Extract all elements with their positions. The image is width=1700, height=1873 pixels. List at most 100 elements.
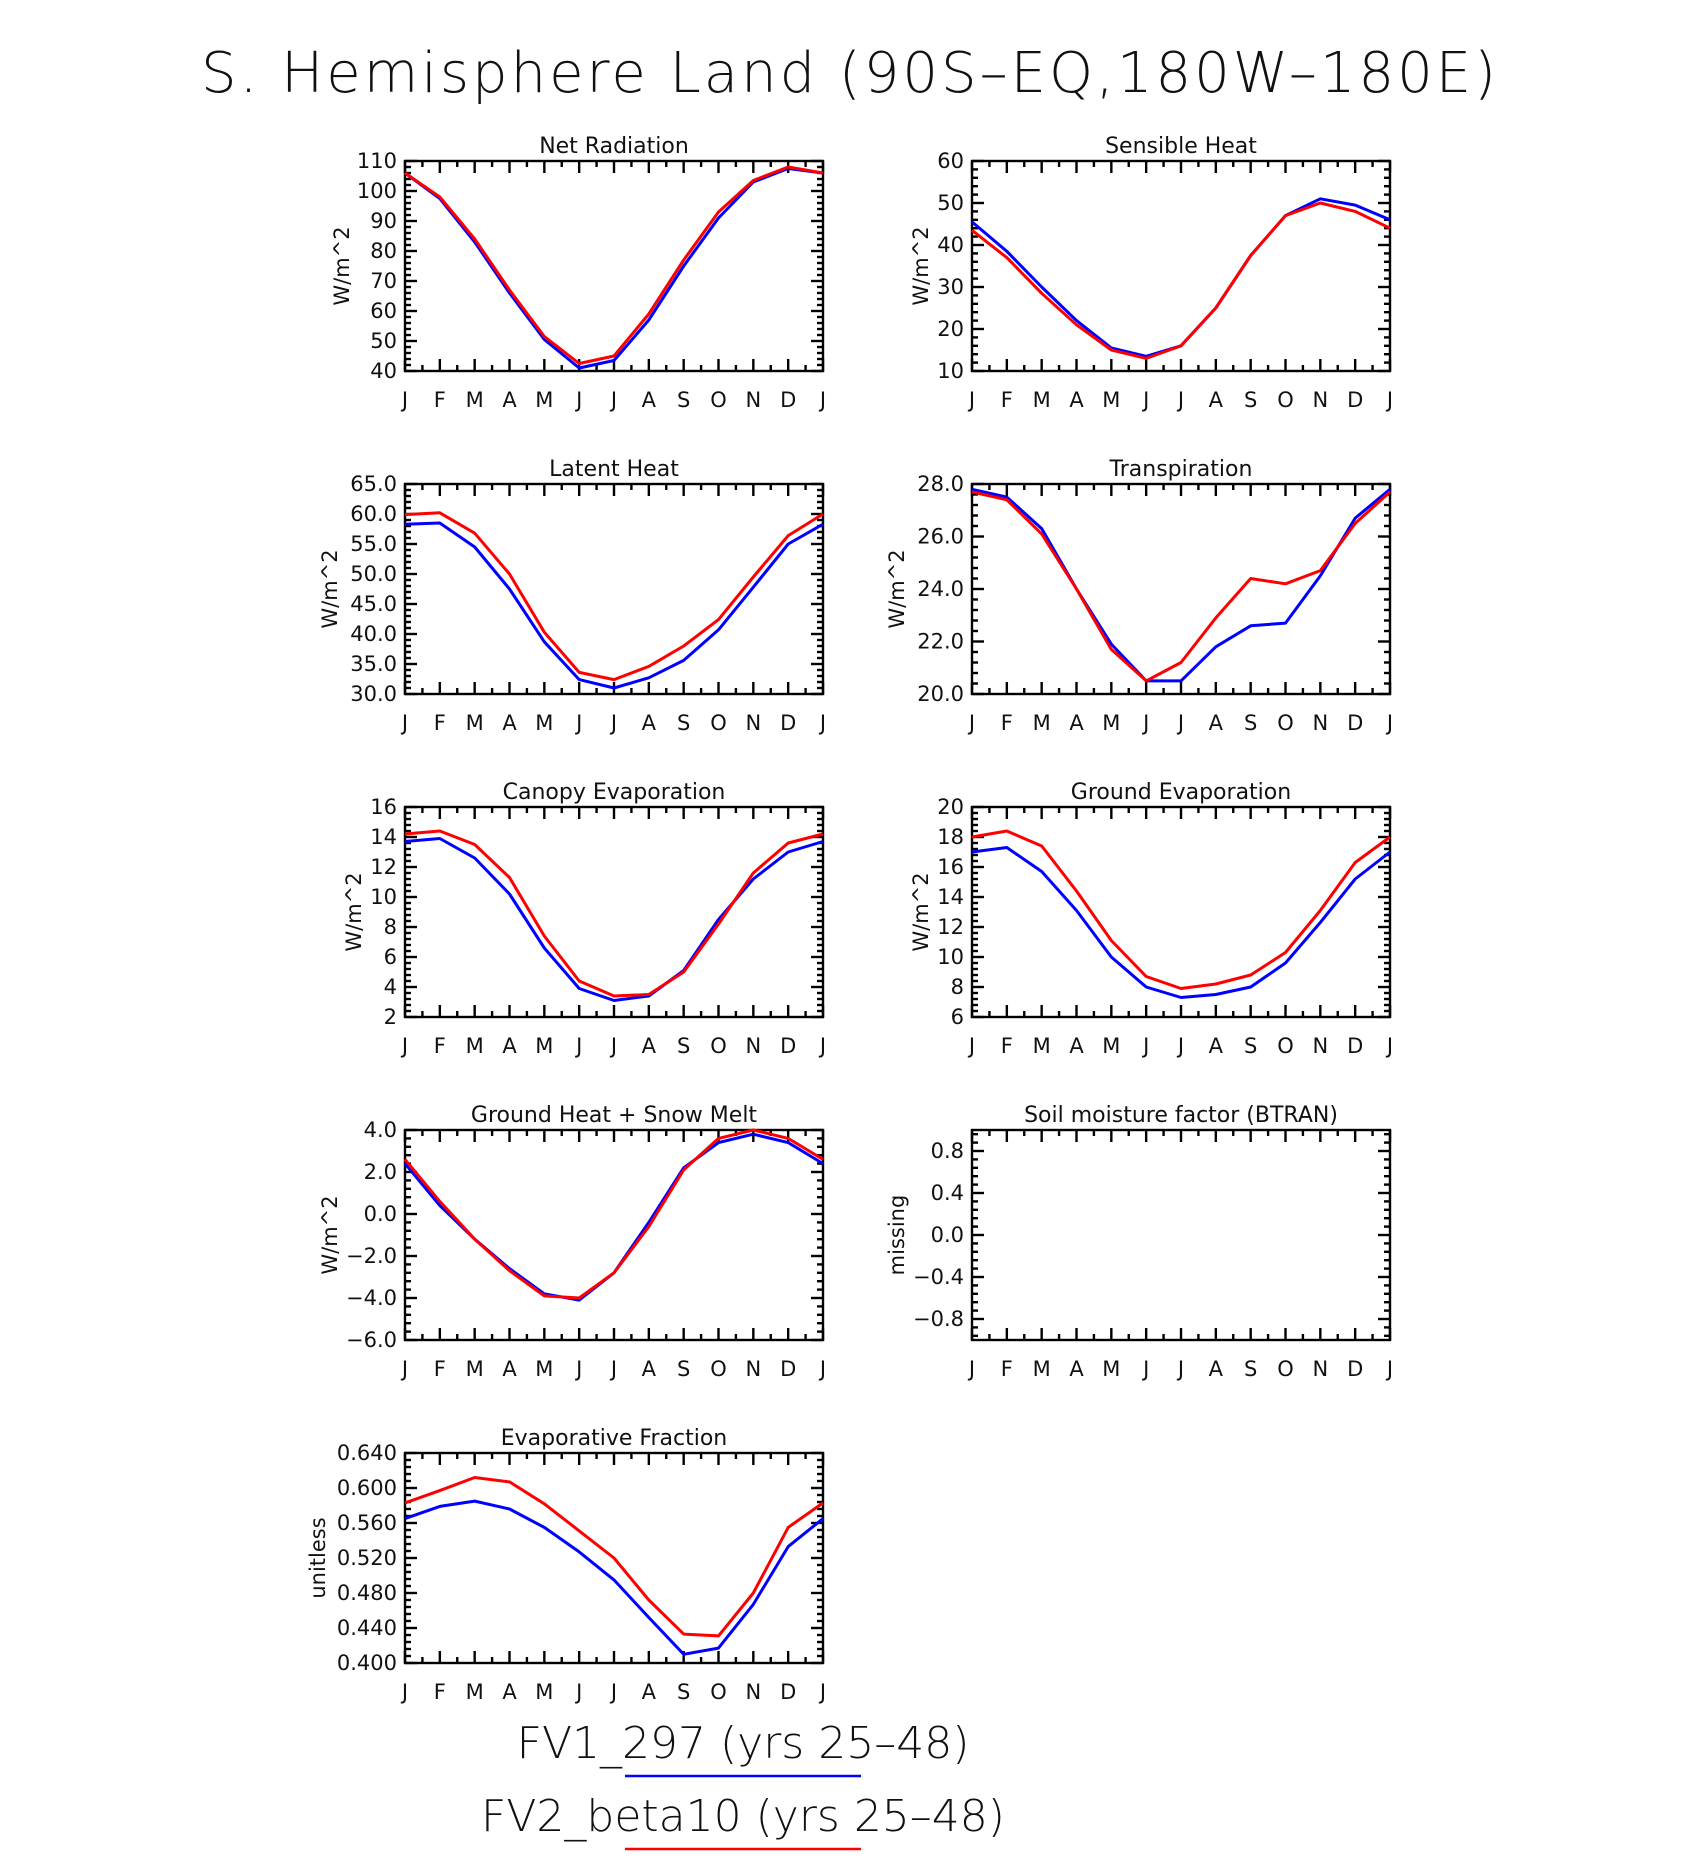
- x-tick-label: J: [818, 1357, 826, 1381]
- y-tick-label: 30.0: [350, 682, 397, 706]
- x-tick-label: F: [1001, 388, 1013, 412]
- series-line-fv2-beta10: [404, 511, 824, 682]
- x-tick-label: J: [400, 1680, 408, 1704]
- series-line-fv1-297: [404, 521, 824, 690]
- x-tick-label: M: [535, 1357, 553, 1381]
- series-line-fv1-297: [404, 167, 824, 370]
- panel-title: Sensible Heat: [1105, 134, 1257, 159]
- x-tick-label: F: [1001, 1034, 1013, 1058]
- x-tick-label: F: [434, 1680, 446, 1704]
- y-tick-label: 35.0: [350, 652, 397, 676]
- y-tick-label: 2: [384, 1005, 397, 1029]
- y-axis-label: W/m^2: [909, 872, 933, 951]
- x-tick-label: F: [1001, 1357, 1013, 1381]
- x-tick-label: A: [502, 1034, 517, 1058]
- y-tick-label: 6: [384, 945, 397, 969]
- y-tick-label: 70: [370, 269, 397, 293]
- x-tick-label: J: [967, 1357, 975, 1381]
- y-tick-label: 0.560: [337, 1511, 397, 1535]
- y-tick-label: 65.0: [350, 472, 397, 496]
- x-tick-label: J: [609, 1034, 617, 1058]
- y-tick-label: 40: [370, 359, 397, 383]
- x-tick-label: A: [502, 1680, 517, 1704]
- x-tick-label: M: [466, 1680, 484, 1704]
- series-line-fv1-297: [971, 487, 1391, 683]
- x-tick-label: A: [1209, 1034, 1224, 1058]
- y-tick-label: 0.8: [931, 1139, 964, 1163]
- x-tick-label: M: [1102, 388, 1120, 412]
- x-tick-label: O: [1277, 1034, 1294, 1058]
- x-tick-label: J: [400, 1357, 408, 1381]
- x-tick-label: J: [1141, 711, 1149, 735]
- x-tick-label: J: [609, 711, 617, 735]
- y-tick-label: 30: [937, 275, 964, 299]
- x-tick-label: N: [745, 1357, 761, 1381]
- x-tick-label: A: [1069, 388, 1084, 412]
- x-tick-label: A: [1069, 1357, 1084, 1381]
- x-tick-label: S: [677, 711, 690, 735]
- x-tick-label: J: [574, 1357, 582, 1381]
- legend: FV1_297 (yrs 25–48) FV2_beta10 (yrs 25–48…: [481, 1718, 1005, 1851]
- y-tick-label: 80: [370, 239, 397, 263]
- y-axis-label: missing: [885, 1195, 909, 1276]
- y-tick-label: 10: [937, 945, 964, 969]
- x-tick-label: J: [1141, 388, 1149, 412]
- y-tick-label: 60.0: [350, 502, 397, 526]
- x-tick-label: J: [818, 1680, 826, 1704]
- y-tick-label: 20.0: [917, 682, 964, 706]
- y-tick-label: 14: [937, 885, 964, 909]
- y-tick-label: 20: [937, 317, 964, 341]
- x-tick-label: M: [1102, 1034, 1120, 1058]
- y-tick-label: 60: [370, 299, 397, 323]
- x-tick-label: M: [1102, 1357, 1120, 1381]
- y-tick-label: 6: [951, 1005, 964, 1029]
- x-tick-label: J: [609, 388, 617, 412]
- x-tick-label: M: [1033, 1034, 1051, 1058]
- x-tick-label: M: [466, 388, 484, 412]
- series-line-fv2-beta10: [404, 829, 824, 998]
- panel-title: Ground Heat + Snow Melt: [471, 1103, 758, 1128]
- y-tick-label: 26.0: [917, 525, 964, 549]
- plot-frame: [970, 1128, 1392, 1342]
- y-tick-label: 16: [370, 795, 397, 819]
- y-tick-label: 50.0: [350, 562, 397, 586]
- figure-title: S. Hemisphere Land (90S–EQ,180W–180E): [201, 41, 1499, 106]
- panel-title: Soil moisture factor (BTRAN): [1024, 1103, 1338, 1128]
- y-tick-label: 0.600: [337, 1476, 397, 1500]
- x-tick-label: M: [1033, 388, 1051, 412]
- x-tick-label: M: [535, 1680, 553, 1704]
- x-tick-label: F: [434, 711, 446, 735]
- x-tick-label: D: [1347, 1034, 1363, 1058]
- y-tick-label: 0.520: [337, 1546, 397, 1570]
- x-tick-label: J: [574, 1034, 582, 1058]
- x-tick-label: D: [1347, 711, 1363, 735]
- x-tick-label: J: [400, 388, 408, 412]
- x-tick-label: J: [574, 388, 582, 412]
- y-tick-label: 10: [370, 885, 397, 909]
- y-tick-label: 18: [937, 825, 964, 849]
- x-tick-label: O: [710, 1034, 727, 1058]
- x-tick-label: O: [710, 1357, 727, 1381]
- x-tick-label: S: [1244, 1357, 1257, 1381]
- plot-frame: [403, 805, 825, 1019]
- y-tick-label: 0.4: [931, 1181, 964, 1205]
- y-tick-label: 20: [937, 795, 964, 819]
- x-tick-label: N: [745, 388, 761, 412]
- x-tick-label: N: [1312, 1357, 1328, 1381]
- series-line-fv2-beta10: [971, 490, 1392, 683]
- x-tick-label: J: [967, 388, 975, 412]
- y-tick-label: 0.400: [337, 1651, 397, 1675]
- x-tick-label: J: [400, 711, 408, 735]
- y-tick-label: 12: [370, 855, 397, 879]
- x-tick-label: J: [574, 1680, 582, 1704]
- x-tick-label: N: [1312, 711, 1328, 735]
- y-tick-label: 90: [370, 209, 397, 233]
- x-tick-label: J: [1176, 388, 1184, 412]
- x-tick-label: O: [710, 1680, 727, 1704]
- x-tick-label: J: [1385, 1034, 1393, 1058]
- x-tick-label: D: [780, 1034, 796, 1058]
- x-tick-label: O: [1277, 711, 1294, 735]
- y-tick-label: 14: [370, 825, 397, 849]
